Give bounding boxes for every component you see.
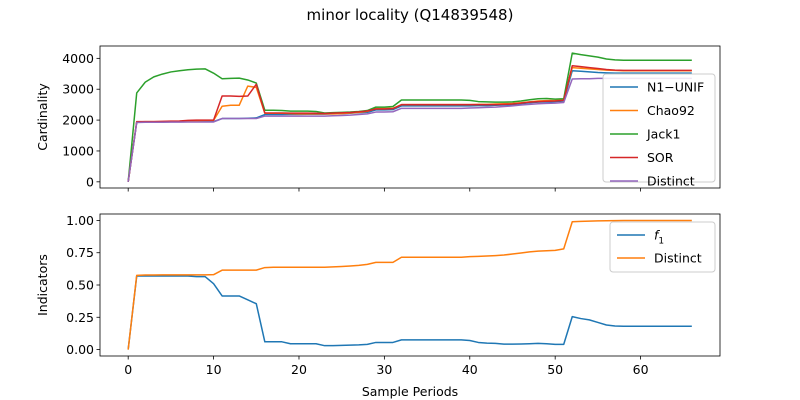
cardinality-y-tick-label: 1000 bbox=[62, 143, 94, 158]
cardinality-legend: N1−UNIF Chao92 Jack1 SOR Distinct bbox=[602, 73, 716, 189]
indicators-y-tick-label: 0.25 bbox=[66, 310, 94, 325]
cardinality-legend-box bbox=[602, 73, 716, 183]
indicators-x-tick-label: 0 bbox=[124, 362, 132, 377]
cardinality-y-ticks: 0 1000 2000 3000 4000 bbox=[62, 51, 100, 189]
cardinality-chart: 0 1000 2000 3000 4000 Cardinality N1−UNIF Cha… bbox=[35, 45, 721, 192]
indicators-y-tick-label: 0.00 bbox=[66, 342, 94, 357]
indicators-x-tick-label: 10 bbox=[206, 362, 222, 377]
figure-title: minor locality (Q14839548) bbox=[307, 6, 514, 24]
indicators-axes-frame bbox=[99, 213, 721, 357]
cardinality-legend-label-distinct: Distinct bbox=[647, 174, 695, 189]
indicators-legend-label-f1: f1 bbox=[654, 228, 664, 247]
cardinality-legend-label-jack1: Jack1 bbox=[646, 127, 680, 142]
cardinality-y-tick-label: 2000 bbox=[62, 113, 94, 128]
cardinality-series-distinct-line bbox=[127, 77, 692, 182]
cardinality-y-tick-label: 4000 bbox=[62, 51, 94, 66]
indicators-x-tick-label: 20 bbox=[291, 362, 307, 377]
cardinality-y-tick-label: 0 bbox=[86, 174, 94, 189]
cardinality-series-jack1-line bbox=[127, 52, 692, 182]
indicators-x-axis-label: Sample Periods bbox=[362, 384, 458, 399]
indicators-x-tick-label: 30 bbox=[376, 362, 392, 377]
indicators-series-distinct-line bbox=[127, 219, 692, 350]
cardinality-x-ticks bbox=[127, 188, 641, 192]
indicators-y-tick-label: 0.75 bbox=[66, 245, 94, 260]
indicators-x-ticks: 0 10 20 30 40 50 60 bbox=[124, 356, 649, 377]
indicators-x-tick-label: 60 bbox=[633, 362, 649, 377]
indicators-y-tick-label: 1.00 bbox=[66, 213, 94, 228]
indicators-plot-area bbox=[127, 219, 692, 350]
indicators-series-f1-line bbox=[127, 275, 692, 350]
cardinality-legend-label-chao92: Chao92 bbox=[647, 103, 695, 118]
indicators-y-ticks: 0.00 0.25 0.50 0.75 1.00 bbox=[66, 213, 100, 357]
indicators-legend-label-distinct: Distinct bbox=[654, 251, 702, 266]
indicators-chart: 0 10 20 30 40 50 60 0.00 0.25 0.50 0.75 1.00 Indic… bbox=[35, 213, 721, 399]
indicators-y-tick-label: 0.50 bbox=[66, 278, 94, 293]
cardinality-y-axis-label: Cardinality bbox=[35, 83, 50, 151]
cardinality-series-sor-line bbox=[127, 65, 692, 182]
cardinality-y-tick-label: 3000 bbox=[62, 82, 94, 97]
indicators-x-tick-label: 50 bbox=[547, 362, 563, 377]
indicators-y-axis-label: Indicators bbox=[35, 254, 50, 316]
cardinality-plot-area bbox=[127, 52, 692, 182]
cardinality-legend-label-sor: SOR bbox=[647, 150, 674, 165]
indicators-x-tick-label: 40 bbox=[462, 362, 478, 377]
indicators-legend: f1 Distinct bbox=[609, 221, 716, 273]
cardinality-axes-frame bbox=[99, 45, 721, 189]
cardinality-legend-label-n1-unif: N1−UNIF bbox=[647, 80, 704, 95]
